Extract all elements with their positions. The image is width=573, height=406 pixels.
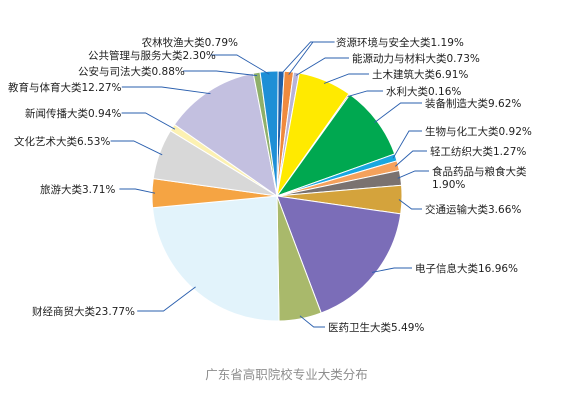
pie-slice-11 xyxy=(276,195,402,314)
leader-line-5 xyxy=(347,90,383,98)
slice-label-12: 医药卫生大类5.49% xyxy=(328,321,424,334)
leader-line-6 xyxy=(374,102,422,123)
leader-line-2 xyxy=(288,41,333,75)
slice-label-9: 食品药品与粮食大类 1.90% xyxy=(432,165,527,191)
slice-label-18: 公安与司法大类0.88% xyxy=(78,65,185,78)
slice-label-8: 轻工纺织大类1.27% xyxy=(430,145,526,158)
slice-label-7: 生物与化工大类0.92% xyxy=(425,125,532,138)
leader-lines xyxy=(110,41,429,328)
slice-label-4: 土木建筑大类6.91% xyxy=(372,68,468,81)
pie-slice-19 xyxy=(259,70,279,197)
leader-line-14 xyxy=(119,188,156,194)
slice-label-1: 农林牧渔大类0.79% xyxy=(142,36,238,49)
leader-line-3 xyxy=(295,57,349,76)
leader-line-19 xyxy=(210,54,270,75)
chart-caption: 广东省高职院校专业大类分布 xyxy=(205,367,368,382)
slice-label-13: 财经商贸大类23.77% xyxy=(32,305,135,318)
leader-line-4 xyxy=(323,73,369,84)
slice-label-11: 电子信息大类16.96% xyxy=(415,262,518,275)
slice-label-3: 能源动力与材料大类0.73% xyxy=(352,52,480,65)
slice-labels: 农林牧渔大类0.79% 资源环境与安全大类1.19% 能源动力与材料大类0.73% 土… xyxy=(8,36,532,334)
leader-line-12 xyxy=(299,315,325,328)
leader-line-15 xyxy=(110,140,163,156)
slice-label-6: 装备制造大类9.62% xyxy=(425,97,521,110)
slice-label-19: 公共管理与服务大类2.30% xyxy=(88,49,216,62)
slice-label-15: 文化艺术大类6.53% xyxy=(14,135,110,148)
slice-label-16: 新闻传播大类0.94% xyxy=(25,107,121,120)
slice-label-5: 水利大类0.16% xyxy=(386,85,461,98)
leader-line-18 xyxy=(183,70,258,77)
pie-slices xyxy=(151,70,403,322)
slice-label-14: 旅游大类3.71% xyxy=(40,183,115,196)
slice-label-2: 资源环境与安全大类1.19% xyxy=(336,36,464,49)
slice-label-17: 教育与体育大类12.27% xyxy=(8,81,122,94)
leader-line-9 xyxy=(397,170,429,179)
leader-line-13 xyxy=(137,286,196,312)
leader-line-11 xyxy=(372,267,412,273)
slice-label-10: 交通运输大类3.66% xyxy=(425,203,521,216)
leader-line-17 xyxy=(121,86,211,95)
pie-slice-13 xyxy=(152,195,280,322)
leader-line-8 xyxy=(395,150,427,167)
leader-line-7 xyxy=(392,130,422,159)
leader-line-10 xyxy=(398,199,422,210)
leader-line-16 xyxy=(121,112,176,130)
